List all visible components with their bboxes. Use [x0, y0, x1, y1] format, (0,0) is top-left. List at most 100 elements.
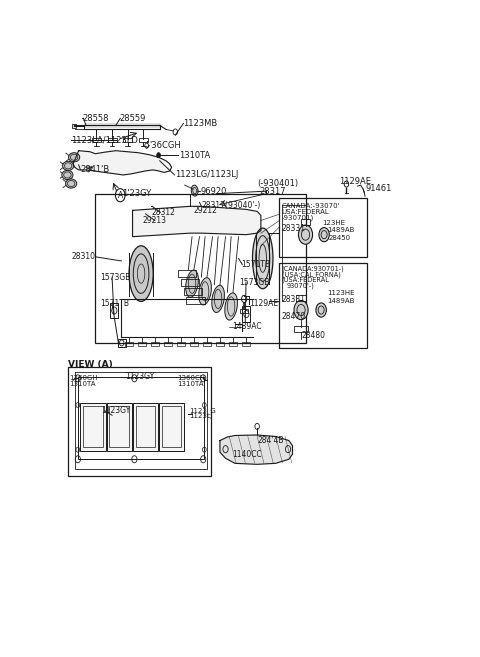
Text: 1123LG/1123LJ: 1123LG/1123LJ [175, 170, 239, 179]
Text: (USA:CAL FORNA): (USA:CAL FORNA) [282, 271, 341, 278]
Text: 1'23GY: 1'23GY [122, 189, 152, 198]
Bar [68, 367, 211, 476]
Text: 28310: 28310 [71, 252, 95, 261]
Text: 1123_G: 1123_G [190, 407, 216, 414]
Bar [216, 342, 224, 346]
Bar [190, 342, 198, 346]
Text: 1489AC: 1489AC [232, 322, 262, 331]
Text: 1489AB: 1489AB [327, 227, 354, 233]
Text: 1123MB: 1123MB [183, 119, 217, 128]
Text: 1140CC: 1140CC [232, 449, 262, 459]
Text: 1129AE: 1129AE [249, 300, 278, 308]
Bar [177, 342, 185, 346]
Text: 28331: 28331 [282, 223, 306, 233]
Text: 28480: 28480 [302, 331, 326, 340]
Bar [125, 342, 132, 346]
Polygon shape [220, 435, 292, 464]
Bar [108, 138, 117, 141]
Text: 1310TA: 1310TA [69, 381, 96, 387]
Ellipse shape [66, 179, 77, 188]
Text: 1123GY: 1123GY [101, 406, 130, 415]
Bar [138, 342, 145, 346]
Text: 28559: 28559 [120, 114, 146, 123]
Ellipse shape [186, 270, 198, 298]
Bar [294, 326, 308, 332]
Bar [162, 406, 181, 447]
Text: 1571TB: 1571TB [100, 299, 129, 308]
Bar [139, 138, 148, 141]
Text: 1360GH: 1360GH [69, 375, 98, 381]
Ellipse shape [69, 152, 80, 162]
Bar [203, 342, 211, 346]
Bar [180, 279, 199, 286]
Bar [183, 288, 202, 295]
Text: '36CGH: '36CGH [149, 141, 181, 150]
Bar [135, 406, 155, 447]
Text: (-930401): (-930401) [257, 179, 298, 188]
Bar [279, 198, 367, 258]
Ellipse shape [225, 293, 238, 320]
Ellipse shape [62, 162, 74, 170]
Text: 1123GY: 1123GY [125, 372, 155, 381]
Text: 1360CH: 1360CH [177, 375, 205, 381]
Text: 123HE: 123HE [323, 219, 346, 225]
Bar [109, 406, 129, 447]
Ellipse shape [199, 278, 211, 305]
Bar [164, 342, 171, 346]
Bar [96, 194, 305, 343]
Text: 2841'B: 2841'B [81, 166, 110, 174]
Text: 1129AE: 1129AE [339, 177, 371, 185]
Text: 1123LA/1123LD: 1123LA/1123LD [71, 135, 138, 144]
Text: 1310TA: 1310TA [177, 381, 204, 387]
Text: 29212: 29212 [193, 206, 217, 215]
Bar [107, 403, 132, 451]
Text: 1571TB: 1571TB [241, 260, 270, 269]
Text: 29213: 29213 [143, 216, 167, 225]
Text: 284'4B: 284'4B [257, 436, 284, 445]
Text: 1573GB: 1573GB [240, 278, 270, 286]
Text: 1123LJ: 1123LJ [190, 413, 213, 419]
Bar [84, 406, 103, 447]
Bar [110, 303, 119, 318]
Ellipse shape [299, 225, 312, 244]
Bar [229, 342, 237, 346]
Text: A: A [118, 191, 123, 200]
Bar [72, 124, 76, 128]
Bar [158, 403, 184, 451]
Polygon shape [73, 150, 172, 175]
Text: 93070'-): 93070'-) [287, 283, 315, 289]
Text: (USA:FEDERAL: (USA:FEDERAL [282, 277, 330, 283]
Text: 28450: 28450 [329, 235, 351, 240]
Text: 28331: 28331 [282, 296, 306, 304]
Bar [123, 138, 132, 141]
Text: 28312: 28312 [151, 208, 175, 217]
Bar [279, 263, 367, 348]
Ellipse shape [212, 285, 225, 313]
Text: 91461: 91461 [365, 184, 391, 193]
Text: 1123HE: 1123HE [327, 290, 355, 296]
Ellipse shape [129, 246, 153, 302]
Bar [240, 309, 248, 313]
Bar [118, 340, 126, 347]
Bar [296, 295, 306, 301]
Ellipse shape [252, 228, 273, 289]
Ellipse shape [62, 170, 73, 179]
Text: 1489AB: 1489AB [327, 298, 354, 304]
Text: 28558: 28558 [83, 114, 109, 123]
Text: 1573GB: 1573GB [100, 273, 131, 282]
Text: 28470: 28470 [282, 312, 306, 321]
Text: 28317(93040'-): 28317(93040'-) [202, 201, 261, 210]
Polygon shape [132, 206, 261, 237]
Bar [300, 219, 311, 225]
Ellipse shape [316, 303, 326, 317]
Bar [132, 403, 158, 451]
Bar [186, 298, 205, 304]
Text: VIEW (A): VIEW (A) [68, 360, 113, 369]
Bar [92, 138, 101, 141]
Text: 96920: 96920 [201, 187, 227, 196]
Text: -930701): -930701) [282, 214, 314, 221]
Text: 1310TA: 1310TA [179, 150, 210, 160]
Ellipse shape [191, 185, 198, 196]
Bar [178, 270, 196, 277]
Text: USA:FEDERAL: USA:FEDERAL [282, 209, 329, 215]
